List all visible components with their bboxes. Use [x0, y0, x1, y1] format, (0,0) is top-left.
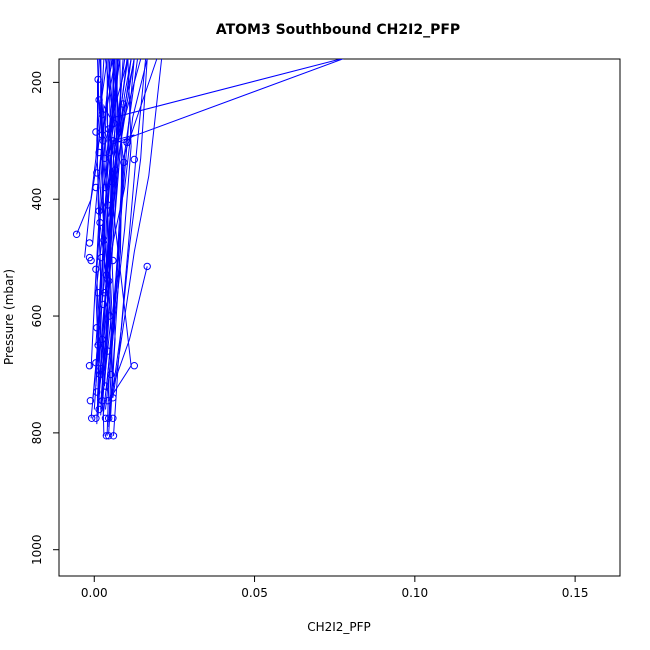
- x-tick-label: 0.00: [81, 586, 108, 600]
- profile-line: [84, 59, 100, 258]
- data-point: [95, 405, 103, 414]
- data-point: [99, 300, 107, 309]
- data-point: [92, 128, 100, 136]
- profile-line: [111, 59, 148, 398]
- data-point: [105, 414, 113, 422]
- profile-line: [114, 59, 132, 182]
- x-tick-label: 0.10: [401, 586, 428, 600]
- data-point: [105, 125, 113, 133]
- series-layer: [76, 59, 345, 436]
- data-point: [98, 335, 107, 344]
- data-point: [72, 230, 81, 239]
- data-point: [92, 414, 100, 422]
- profile-line: [105, 134, 135, 293]
- data-point: [123, 138, 131, 147]
- data-point: [109, 414, 117, 422]
- data-point: [104, 397, 112, 405]
- data-point: [100, 289, 109, 297]
- y-axis: 200 400 600 800 1000: [30, 71, 59, 565]
- profile-line: [108, 59, 345, 145]
- profile-line: [100, 59, 135, 391]
- x-axis: 0.00 0.05 0.10 0.15: [81, 576, 589, 600]
- chart-title: ATOM3 Southbound CH2I2_PFP: [216, 22, 460, 38]
- data-point: [119, 100, 127, 108]
- data-point: [104, 347, 112, 355]
- data-point: [85, 362, 94, 370]
- data-point: [97, 253, 106, 262]
- data-point: [98, 110, 107, 119]
- data-point: [99, 137, 107, 145]
- profile-line: [97, 59, 135, 375]
- profile-line: [97, 59, 102, 153]
- x-tick-label: 0.15: [562, 586, 589, 600]
- x-axis-label: CH2I2_PFP: [307, 620, 371, 634]
- data-point: [93, 324, 101, 332]
- data-point: [98, 397, 107, 405]
- data-point: [143, 262, 151, 271]
- data-point: [93, 388, 101, 396]
- data-point: [106, 148, 114, 157]
- data-point: [105, 432, 113, 440]
- data-point: [101, 414, 110, 422]
- data-point: [87, 256, 95, 265]
- data-point: [107, 370, 115, 379]
- data-point: [104, 201, 112, 209]
- profile-line: [108, 59, 128, 217]
- profile-line: [113, 59, 147, 436]
- y-tick-label: 400: [30, 188, 44, 211]
- profile-line: [96, 59, 114, 363]
- y-tick-label: 600: [30, 305, 44, 328]
- y-tick-label: 800: [30, 421, 44, 444]
- data-point: [95, 96, 103, 104]
- data-point: [106, 312, 114, 320]
- data-point: [101, 382, 110, 390]
- data-point: [94, 75, 102, 84]
- data-point: [100, 236, 108, 244]
- x-tick-label: 0.05: [241, 586, 268, 600]
- y-tick-label: 200: [30, 71, 44, 94]
- data-point: [110, 119, 118, 128]
- data-point: [93, 169, 101, 177]
- profile-line: [111, 59, 124, 135]
- data-point: [92, 183, 100, 192]
- data-point: [102, 432, 111, 440]
- data-point: [95, 207, 103, 215]
- data-point: [130, 155, 139, 164]
- data-point: [105, 277, 113, 285]
- data-point: [101, 183, 110, 192]
- data-point: [92, 359, 100, 367]
- data-point: [94, 341, 102, 349]
- profile-line: [112, 59, 163, 398]
- data-point: [97, 364, 106, 373]
- marker-layer: [72, 75, 151, 440]
- data-point: [111, 166, 119, 174]
- data-point: [100, 154, 109, 163]
- data-point: [88, 414, 96, 422]
- data-point: [109, 256, 117, 265]
- data-point: [109, 137, 117, 145]
- profile-line: [98, 59, 115, 135]
- y-axis-label: Pressure (mbar): [2, 269, 16, 365]
- data-point: [96, 218, 104, 227]
- data-point: [120, 158, 128, 167]
- data-point: [92, 265, 100, 273]
- y-tick-label: 1000: [30, 534, 44, 565]
- data-point: [86, 397, 95, 405]
- plot-frame: [58, 58, 621, 577]
- profile-line: [114, 59, 126, 147]
- data-point: [85, 239, 94, 247]
- data-point: [95, 148, 103, 157]
- data-point: [130, 362, 139, 370]
- data-point: [108, 178, 116, 186]
- data-point: [109, 432, 118, 440]
